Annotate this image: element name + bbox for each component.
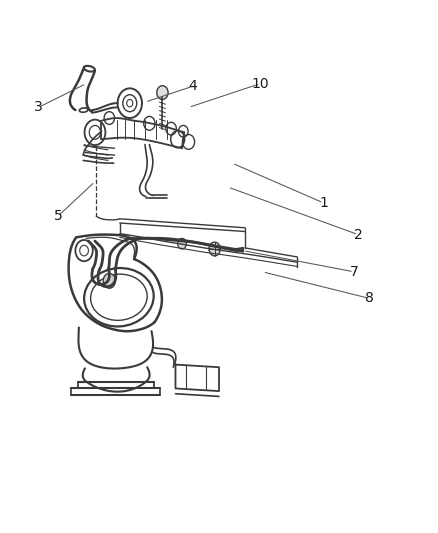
- Text: 3: 3: [34, 100, 43, 115]
- Circle shape: [103, 273, 116, 288]
- Text: 4: 4: [188, 79, 197, 93]
- Circle shape: [209, 242, 220, 256]
- Text: 7: 7: [350, 265, 358, 279]
- Circle shape: [178, 238, 186, 249]
- Text: 2: 2: [354, 228, 363, 241]
- Text: 8: 8: [365, 292, 374, 305]
- Circle shape: [157, 86, 168, 100]
- Text: 10: 10: [251, 77, 269, 91]
- Text: 5: 5: [53, 209, 62, 223]
- Text: 1: 1: [319, 196, 328, 210]
